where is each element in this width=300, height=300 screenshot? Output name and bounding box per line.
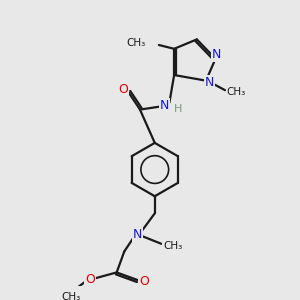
Text: N: N [160,99,169,112]
Text: CH₃: CH₃ [61,292,81,300]
Text: CH₃: CH₃ [163,241,182,251]
Text: N: N [133,228,142,241]
Text: N: N [212,48,221,62]
Text: CH₃: CH₃ [126,38,146,48]
Text: O: O [139,275,149,288]
Text: O: O [85,273,95,286]
Text: CH₃: CH₃ [227,87,246,97]
Text: N: N [205,76,214,89]
Text: H: H [174,104,182,114]
Text: O: O [118,83,128,96]
